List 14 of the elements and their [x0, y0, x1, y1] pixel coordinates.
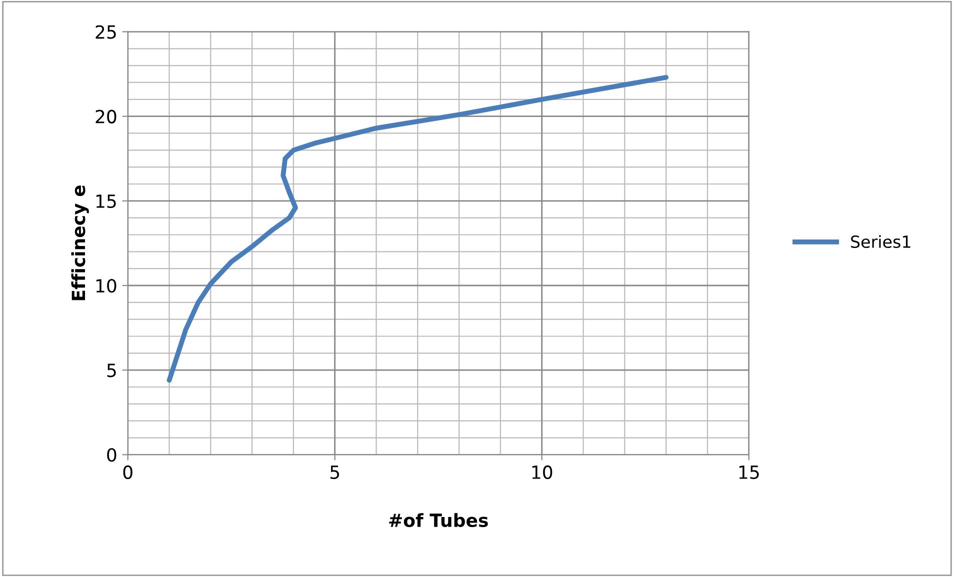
y-axis-title: Efficinecy e [71, 185, 89, 300]
y-tick-label: 0 [107, 448, 116, 462]
y-tick-label: 10 [96, 278, 116, 293]
y-tick-label: 15 [96, 194, 116, 208]
x-axis-title: #of Tubes [389, 513, 488, 528]
x-tick-label: 5 [330, 466, 340, 480]
y-tick-label: 20 [96, 110, 116, 124]
line-series [166, 74, 669, 383]
x-tick-label: 0 [123, 465, 132, 480]
y-tick-label: 25 [96, 25, 116, 39]
y-tick-label: 5 [107, 364, 116, 378]
x-tick-label: 10 [532, 465, 552, 480]
legend-label: Series1 [851, 235, 910, 248]
x-tick-label: 15 [739, 466, 759, 480]
